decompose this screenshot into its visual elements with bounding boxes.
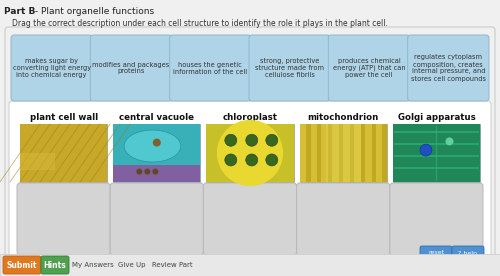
FancyBboxPatch shape [170, 35, 251, 101]
Bar [113, 124, 200, 182]
Text: ? help: ? help [458, 251, 477, 256]
FancyBboxPatch shape [3, 256, 41, 274]
Text: Hints: Hints [44, 261, 66, 269]
FancyBboxPatch shape [328, 35, 409, 101]
Circle shape [246, 154, 258, 166]
Text: Submit: Submit [7, 261, 37, 269]
Text: - Plant organelle functions: - Plant organelle functions [32, 7, 154, 16]
Circle shape [152, 169, 158, 174]
Circle shape [153, 139, 161, 147]
Text: produces chemical
energy (ATP) that can
power the cell: produces chemical energy (ATP) that can … [332, 58, 406, 78]
Text: strong, protective
structure made from
cellulose fibrils: strong, protective structure made from c… [255, 58, 324, 78]
FancyBboxPatch shape [390, 183, 483, 255]
Bar [310, 124, 317, 182]
Bar [393, 124, 480, 182]
Bar [300, 124, 387, 182]
FancyBboxPatch shape [204, 183, 296, 255]
Text: Review Part: Review Part [152, 262, 192, 268]
Text: Give Up: Give Up [118, 262, 146, 268]
Bar [354, 124, 360, 182]
Bar [322, 124, 328, 182]
Circle shape [446, 137, 454, 145]
FancyBboxPatch shape [249, 35, 330, 101]
Bar [332, 124, 339, 182]
Bar [20, 124, 107, 182]
Circle shape [420, 144, 432, 156]
Bar [300, 124, 387, 182]
FancyBboxPatch shape [420, 246, 452, 260]
Bar [300, 124, 306, 182]
Circle shape [217, 120, 283, 186]
Bar [326, 124, 360, 182]
Text: chloroplast: chloroplast [222, 113, 278, 123]
Bar [113, 124, 200, 182]
FancyBboxPatch shape [296, 183, 390, 255]
Text: plant cell wall: plant cell wall [30, 113, 98, 123]
Bar [376, 124, 382, 182]
Text: reset: reset [428, 251, 444, 256]
FancyBboxPatch shape [41, 256, 69, 274]
Text: makes sugar by
converting light energy
into chemical energy: makes sugar by converting light energy i… [12, 58, 90, 78]
Bar [0, 254, 500, 276]
FancyBboxPatch shape [408, 35, 489, 101]
Circle shape [266, 134, 278, 146]
FancyBboxPatch shape [452, 246, 484, 260]
Bar [343, 124, 349, 182]
Circle shape [225, 134, 237, 146]
FancyBboxPatch shape [11, 35, 92, 101]
Text: houses the genetic
information of the cell: houses the genetic information of the ce… [174, 62, 248, 75]
Text: mitochondrion: mitochondrion [308, 113, 379, 123]
Bar [206, 124, 294, 182]
Circle shape [136, 169, 142, 174]
Circle shape [246, 134, 258, 146]
Bar [393, 124, 480, 182]
FancyBboxPatch shape [110, 183, 204, 255]
Text: Golgi apparatus: Golgi apparatus [398, 113, 475, 123]
Bar [113, 164, 200, 182]
FancyBboxPatch shape [90, 35, 172, 101]
Bar [20, 124, 107, 182]
Text: Drag the correct description under each cell structure to identify the role it p: Drag the correct description under each … [12, 19, 388, 28]
Text: My Answers: My Answers [72, 262, 114, 268]
FancyBboxPatch shape [17, 183, 110, 255]
Text: modifies and packages
proteins: modifies and packages proteins [92, 62, 170, 75]
FancyBboxPatch shape [9, 101, 491, 261]
Text: regulates cytoplasm
composition, creates
internal pressure, and
stores cell comp: regulates cytoplasm composition, creates… [411, 54, 486, 81]
FancyBboxPatch shape [5, 27, 495, 265]
Circle shape [144, 169, 150, 174]
Text: Part B: Part B [4, 7, 36, 16]
Ellipse shape [124, 130, 181, 162]
Circle shape [266, 154, 278, 166]
Bar [365, 124, 372, 182]
Text: central vacuole: central vacuole [120, 113, 194, 123]
Circle shape [225, 154, 237, 166]
Bar [20, 153, 55, 170]
Bar [206, 124, 294, 182]
